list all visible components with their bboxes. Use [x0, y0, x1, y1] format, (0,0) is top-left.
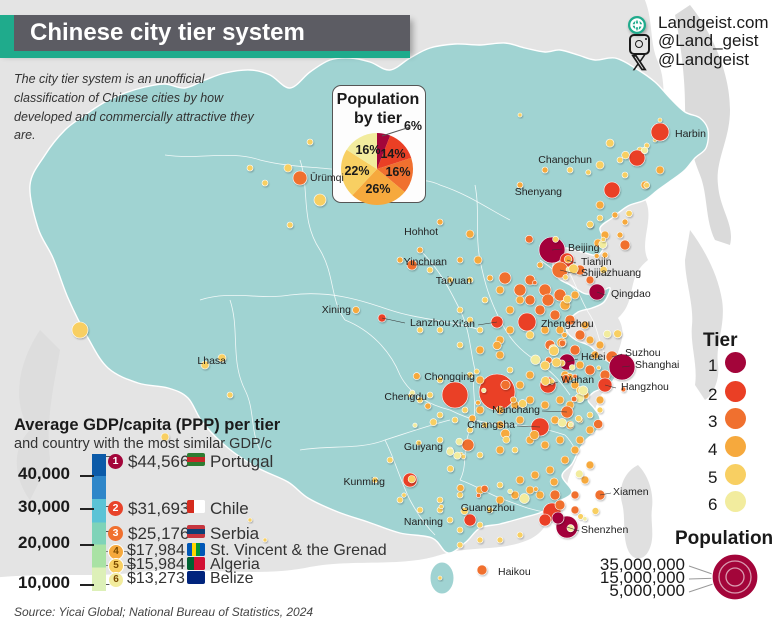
- svg-text:Harbin: Harbin: [675, 128, 706, 140]
- svg-text:Yinchuan: Yinchuan: [404, 256, 448, 268]
- svg-text:Taiyuan: Taiyuan: [436, 275, 472, 287]
- svg-text:Lhasa: Lhasa: [197, 355, 226, 367]
- svg-text:Haikou: Haikou: [498, 566, 531, 578]
- svg-text:Changsha: Changsha: [467, 419, 515, 431]
- svg-text:Changchun: Changchun: [538, 154, 592, 166]
- svg-text:Xining: Xining: [322, 304, 351, 316]
- svg-text:5,000,000: 5,000,000: [609, 581, 685, 600]
- svg-text:Guangzhou: Guangzhou: [461, 502, 515, 514]
- svg-text:Qingdao: Qingdao: [611, 288, 651, 300]
- svg-text:Chongqing: Chongqing: [424, 371, 475, 383]
- svg-text:Nanning: Nanning: [404, 516, 443, 528]
- svg-text:Chengdu: Chengdu: [384, 391, 427, 403]
- svg-text:Nanchang: Nanchang: [492, 404, 540, 416]
- svg-text:Zhengzhou: Zhengzhou: [541, 318, 594, 330]
- svg-text:Shijiazhuang: Shijiazhuang: [581, 267, 641, 279]
- svg-text:Hohhot: Hohhot: [404, 226, 438, 238]
- svg-text:Hangzhou: Hangzhou: [621, 381, 669, 393]
- svg-text:Hefei: Hefei: [581, 351, 606, 363]
- svg-text:Wuhan: Wuhan: [561, 374, 594, 386]
- svg-text:Lanzhou: Lanzhou: [410, 317, 450, 329]
- svg-text:Shanghai: Shanghai: [635, 359, 679, 371]
- svg-text:Ūrümqi: Ūrümqi: [310, 172, 344, 184]
- svg-text:Beijing: Beijing: [568, 242, 600, 254]
- svg-text:Xi'an: Xi'an: [452, 318, 475, 330]
- svg-text:Shenyang: Shenyang: [515, 186, 562, 198]
- svg-text:Xiamen: Xiamen: [613, 486, 649, 498]
- svg-text:Shenzhen: Shenzhen: [581, 524, 628, 536]
- svg-text:Suzhou: Suzhou: [625, 347, 661, 359]
- svg-text:Kunming: Kunming: [344, 476, 386, 488]
- svg-text:Guiyang: Guiyang: [404, 441, 443, 453]
